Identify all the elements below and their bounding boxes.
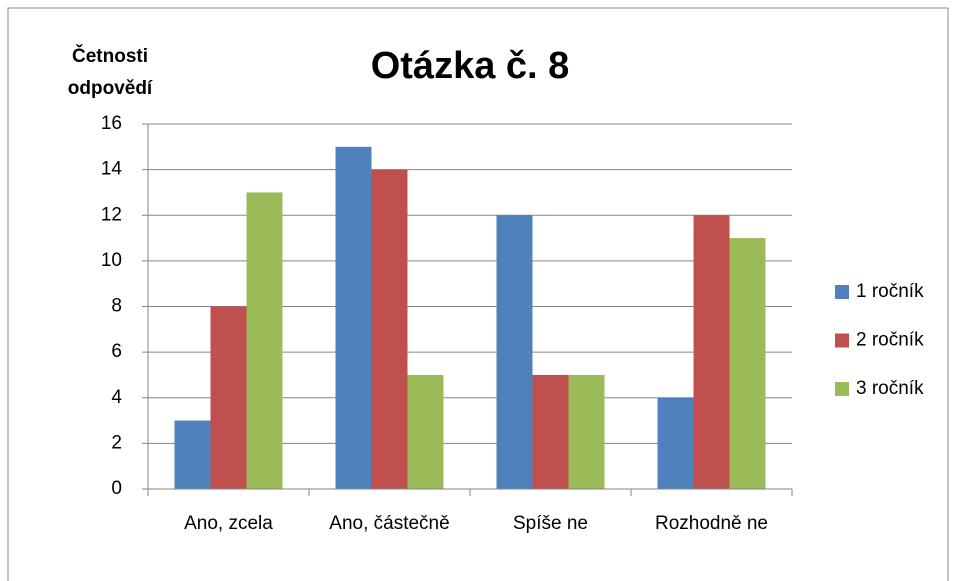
legend-swatch [835, 333, 849, 348]
legend-label: 2 ročník [856, 330, 924, 351]
bar [532, 374, 569, 489]
bar [371, 169, 408, 489]
chart-title: Otázka č. 8 [371, 45, 570, 87]
y-axis-title: Četnosti [72, 45, 148, 67]
chart-border [7, 7, 949, 581]
bar [657, 397, 694, 489]
bar [246, 192, 283, 489]
legend-swatch [835, 285, 849, 299]
y-tick-label: 6 [111, 341, 122, 362]
bar [693, 215, 730, 489]
y-tick-label: 8 [111, 296, 122, 317]
x-tick-label: Spíše ne [513, 513, 588, 534]
bar [210, 306, 247, 489]
y-tick-label: 0 [111, 478, 122, 499]
bar [729, 238, 766, 489]
legend-label: 1 ročník [856, 281, 924, 302]
legend-swatch [835, 382, 849, 396]
x-tick-label: Ano, zcela [184, 513, 273, 534]
y-tick-label: 4 [111, 387, 122, 408]
y-tick-label: 10 [101, 250, 122, 271]
y-axis-title: odpovědí [68, 78, 153, 99]
legend-label: 3 ročník [856, 378, 924, 399]
bar [496, 215, 533, 489]
y-tick-label: 2 [111, 432, 122, 453]
bar [174, 420, 211, 489]
y-tick-label: 12 [101, 204, 122, 225]
y-tick-label: 14 [101, 159, 123, 180]
y-tick-label: 16 [101, 113, 122, 134]
x-tick-label: Rozhodně ne [655, 513, 768, 534]
bar [335, 146, 372, 489]
x-tick-label: Ano, částečně [329, 513, 449, 534]
bar [407, 374, 444, 489]
bar [568, 374, 605, 489]
